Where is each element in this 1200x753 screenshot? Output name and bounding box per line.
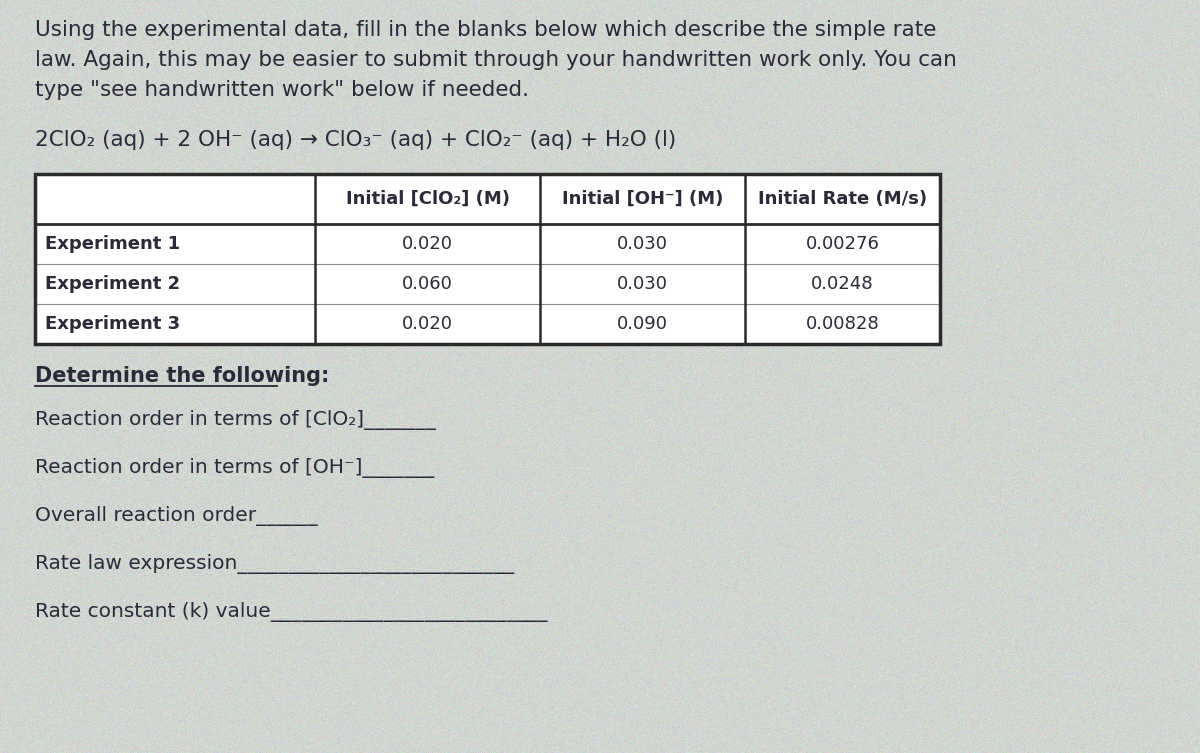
Text: 0.0248: 0.0248 bbox=[811, 275, 874, 293]
Text: type "see handwritten work" below if needed.: type "see handwritten work" below if nee… bbox=[35, 80, 529, 100]
Text: 0.00276: 0.00276 bbox=[805, 235, 880, 253]
Text: Experiment 2: Experiment 2 bbox=[46, 275, 180, 293]
Text: Initial [OH⁻] (M): Initial [OH⁻] (M) bbox=[562, 190, 724, 208]
Text: 2ClO₂ (aq) + 2 OH⁻ (aq) → ClO₃⁻ (aq) + ClO₂⁻ (aq) + H₂O (l): 2ClO₂ (aq) + 2 OH⁻ (aq) → ClO₃⁻ (aq) + C… bbox=[35, 130, 677, 150]
Text: Using the experimental data, fill in the blanks below which describe the simple : Using the experimental data, fill in the… bbox=[35, 20, 936, 40]
Text: Rate constant (k) value___________________________: Rate constant (k) value_________________… bbox=[35, 602, 547, 622]
Text: 0.060: 0.060 bbox=[402, 275, 452, 293]
Text: Overall reaction order______: Overall reaction order______ bbox=[35, 506, 318, 526]
Text: 0.030: 0.030 bbox=[617, 235, 668, 253]
Text: Determine the following:: Determine the following: bbox=[35, 366, 329, 386]
Bar bbox=[35, 174, 940, 344]
Text: Reaction order in terms of [OH⁻]_______: Reaction order in terms of [OH⁻]_______ bbox=[35, 458, 434, 478]
Text: Initial [ClO₂] (M): Initial [ClO₂] (M) bbox=[346, 190, 510, 208]
Text: 0.020: 0.020 bbox=[402, 235, 454, 253]
Text: Rate law expression___________________________: Rate law expression_____________________… bbox=[35, 554, 514, 574]
Text: Reaction order in terms of [ClO₂]_______: Reaction order in terms of [ClO₂]_______ bbox=[35, 410, 436, 430]
Text: Experiment 1: Experiment 1 bbox=[46, 235, 180, 253]
Text: Experiment 3: Experiment 3 bbox=[46, 315, 180, 333]
Bar bbox=[35, 174, 940, 344]
Text: 0.030: 0.030 bbox=[617, 275, 668, 293]
Text: 0.00828: 0.00828 bbox=[805, 315, 880, 333]
Text: Initial Rate (M/s): Initial Rate (M/s) bbox=[758, 190, 928, 208]
Text: 0.090: 0.090 bbox=[617, 315, 668, 333]
Text: law. Again, this may be easier to submit through your handwritten work only. You: law. Again, this may be easier to submit… bbox=[35, 50, 956, 70]
Text: 0.020: 0.020 bbox=[402, 315, 454, 333]
